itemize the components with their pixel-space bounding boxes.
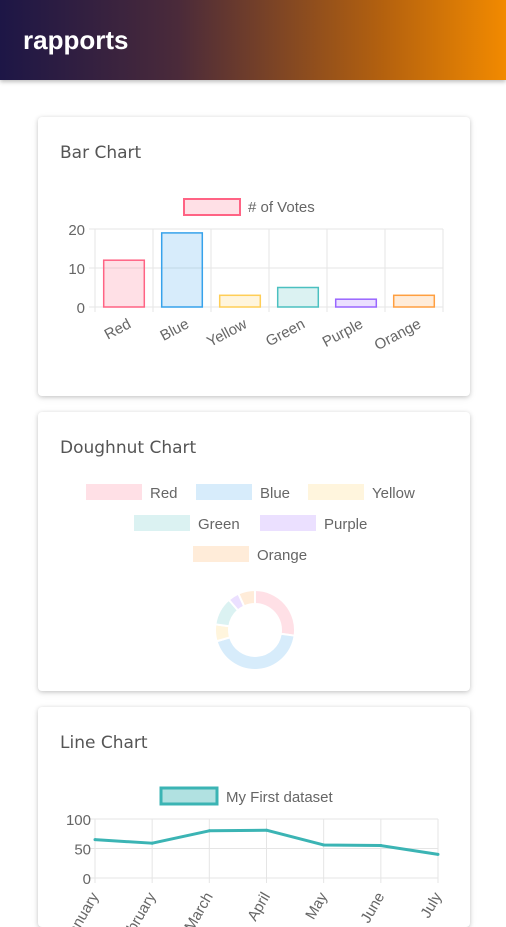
data-point	[151, 842, 154, 845]
bar	[394, 295, 435, 307]
legend-label: Purple	[324, 516, 367, 533]
legend-swatch	[260, 515, 316, 531]
legend-swatch	[308, 484, 364, 500]
app-title: rapports	[23, 25, 128, 56]
bar	[104, 260, 145, 307]
x-tick-label: April	[244, 890, 274, 924]
legend-label: Blue	[260, 485, 290, 502]
bar	[220, 295, 261, 307]
x-tick-label: May	[302, 889, 331, 922]
doughnut-chart: Red Blue Yellow Green Purple Orange	[38, 412, 470, 691]
app-toolbar: rapports	[0, 0, 506, 80]
y-tick-label: 0	[77, 300, 85, 317]
legend-label: Orange	[257, 547, 307, 564]
doughnut-slice	[255, 590, 295, 636]
legend-label: # of Votes	[248, 199, 315, 216]
data-point	[322, 843, 325, 846]
y-tick-label: 10	[68, 261, 85, 278]
x-tick-label: Orange	[372, 316, 424, 355]
bar	[162, 233, 203, 307]
y-tick-label: 20	[68, 222, 85, 239]
bar	[336, 299, 377, 307]
legend-swatch	[193, 546, 249, 562]
x-tick-label: Purple	[320, 316, 366, 351]
legend-swatch	[86, 484, 142, 500]
legend-swatch	[134, 515, 190, 531]
x-tick-label: June	[357, 890, 388, 927]
legend-label: Yellow	[372, 485, 415, 502]
legend-label: My First dataset	[226, 789, 334, 806]
y-tick-label: 0	[83, 871, 91, 888]
data-point	[437, 853, 440, 856]
bar	[278, 288, 319, 308]
x-tick-label: Red	[102, 316, 134, 344]
data-point	[265, 829, 268, 832]
x-tick-label: March	[181, 890, 217, 927]
legend-swatch	[184, 199, 240, 215]
legend-label: Green	[198, 516, 240, 533]
x-tick-label: February	[115, 889, 160, 927]
x-tick-label: January	[61, 889, 103, 927]
y-tick-label: 100	[66, 812, 91, 829]
data-point	[379, 844, 382, 847]
legend-swatch	[161, 788, 217, 804]
x-tick-label: July	[417, 889, 445, 921]
doughnut-slice	[217, 634, 295, 670]
line-chart: My First dataset 0 50 100 January February Mar…	[38, 707, 470, 927]
data-point	[208, 829, 211, 832]
y-tick-label: 50	[74, 842, 91, 859]
x-tick-label: Blue	[157, 316, 191, 345]
legend-label: Red	[150, 485, 178, 502]
x-tick-label: Yellow	[204, 315, 250, 350]
legend-swatch	[196, 484, 252, 500]
x-tick-label: Green	[263, 316, 308, 351]
data-point	[94, 838, 97, 841]
